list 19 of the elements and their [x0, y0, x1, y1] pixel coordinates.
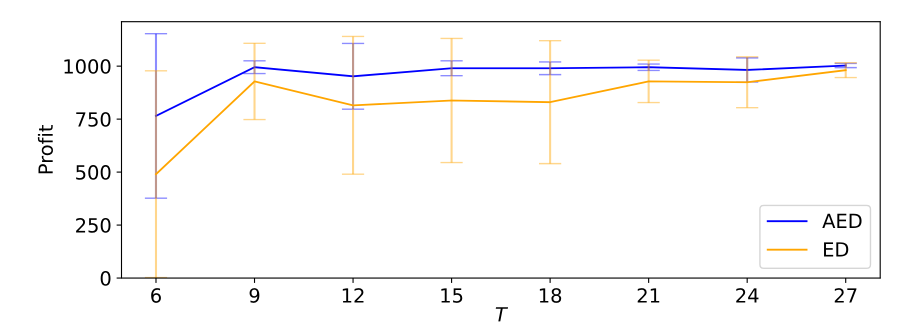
y-axis-title: Profit — [38, 124, 53, 174]
line-series — [155, 64, 847, 117]
y-tick-label: 500 — [76, 165, 110, 180]
x-tick-label: 27 — [834, 288, 856, 303]
line-series — [155, 69, 847, 176]
y-tick-label: 750 — [76, 112, 110, 127]
x-tick-label: 21 — [638, 288, 660, 303]
y-tick-label: 1000 — [64, 59, 110, 74]
x-tick-label: 24 — [736, 288, 758, 303]
x-tick-label: 18 — [540, 288, 562, 303]
legend-label: AED — [822, 214, 862, 228]
x-tick-label: 15 — [441, 288, 462, 303]
y-tick-label: 250 — [76, 218, 110, 233]
x-tick-label: 12 — [342, 288, 364, 303]
x-axis-title: T — [496, 307, 508, 322]
legend-label: ED — [824, 242, 848, 257]
y-tick-label: 0 — [100, 271, 110, 286]
x-tick-label: 6 — [151, 288, 161, 303]
x-tick-label: 9 — [250, 288, 260, 303]
